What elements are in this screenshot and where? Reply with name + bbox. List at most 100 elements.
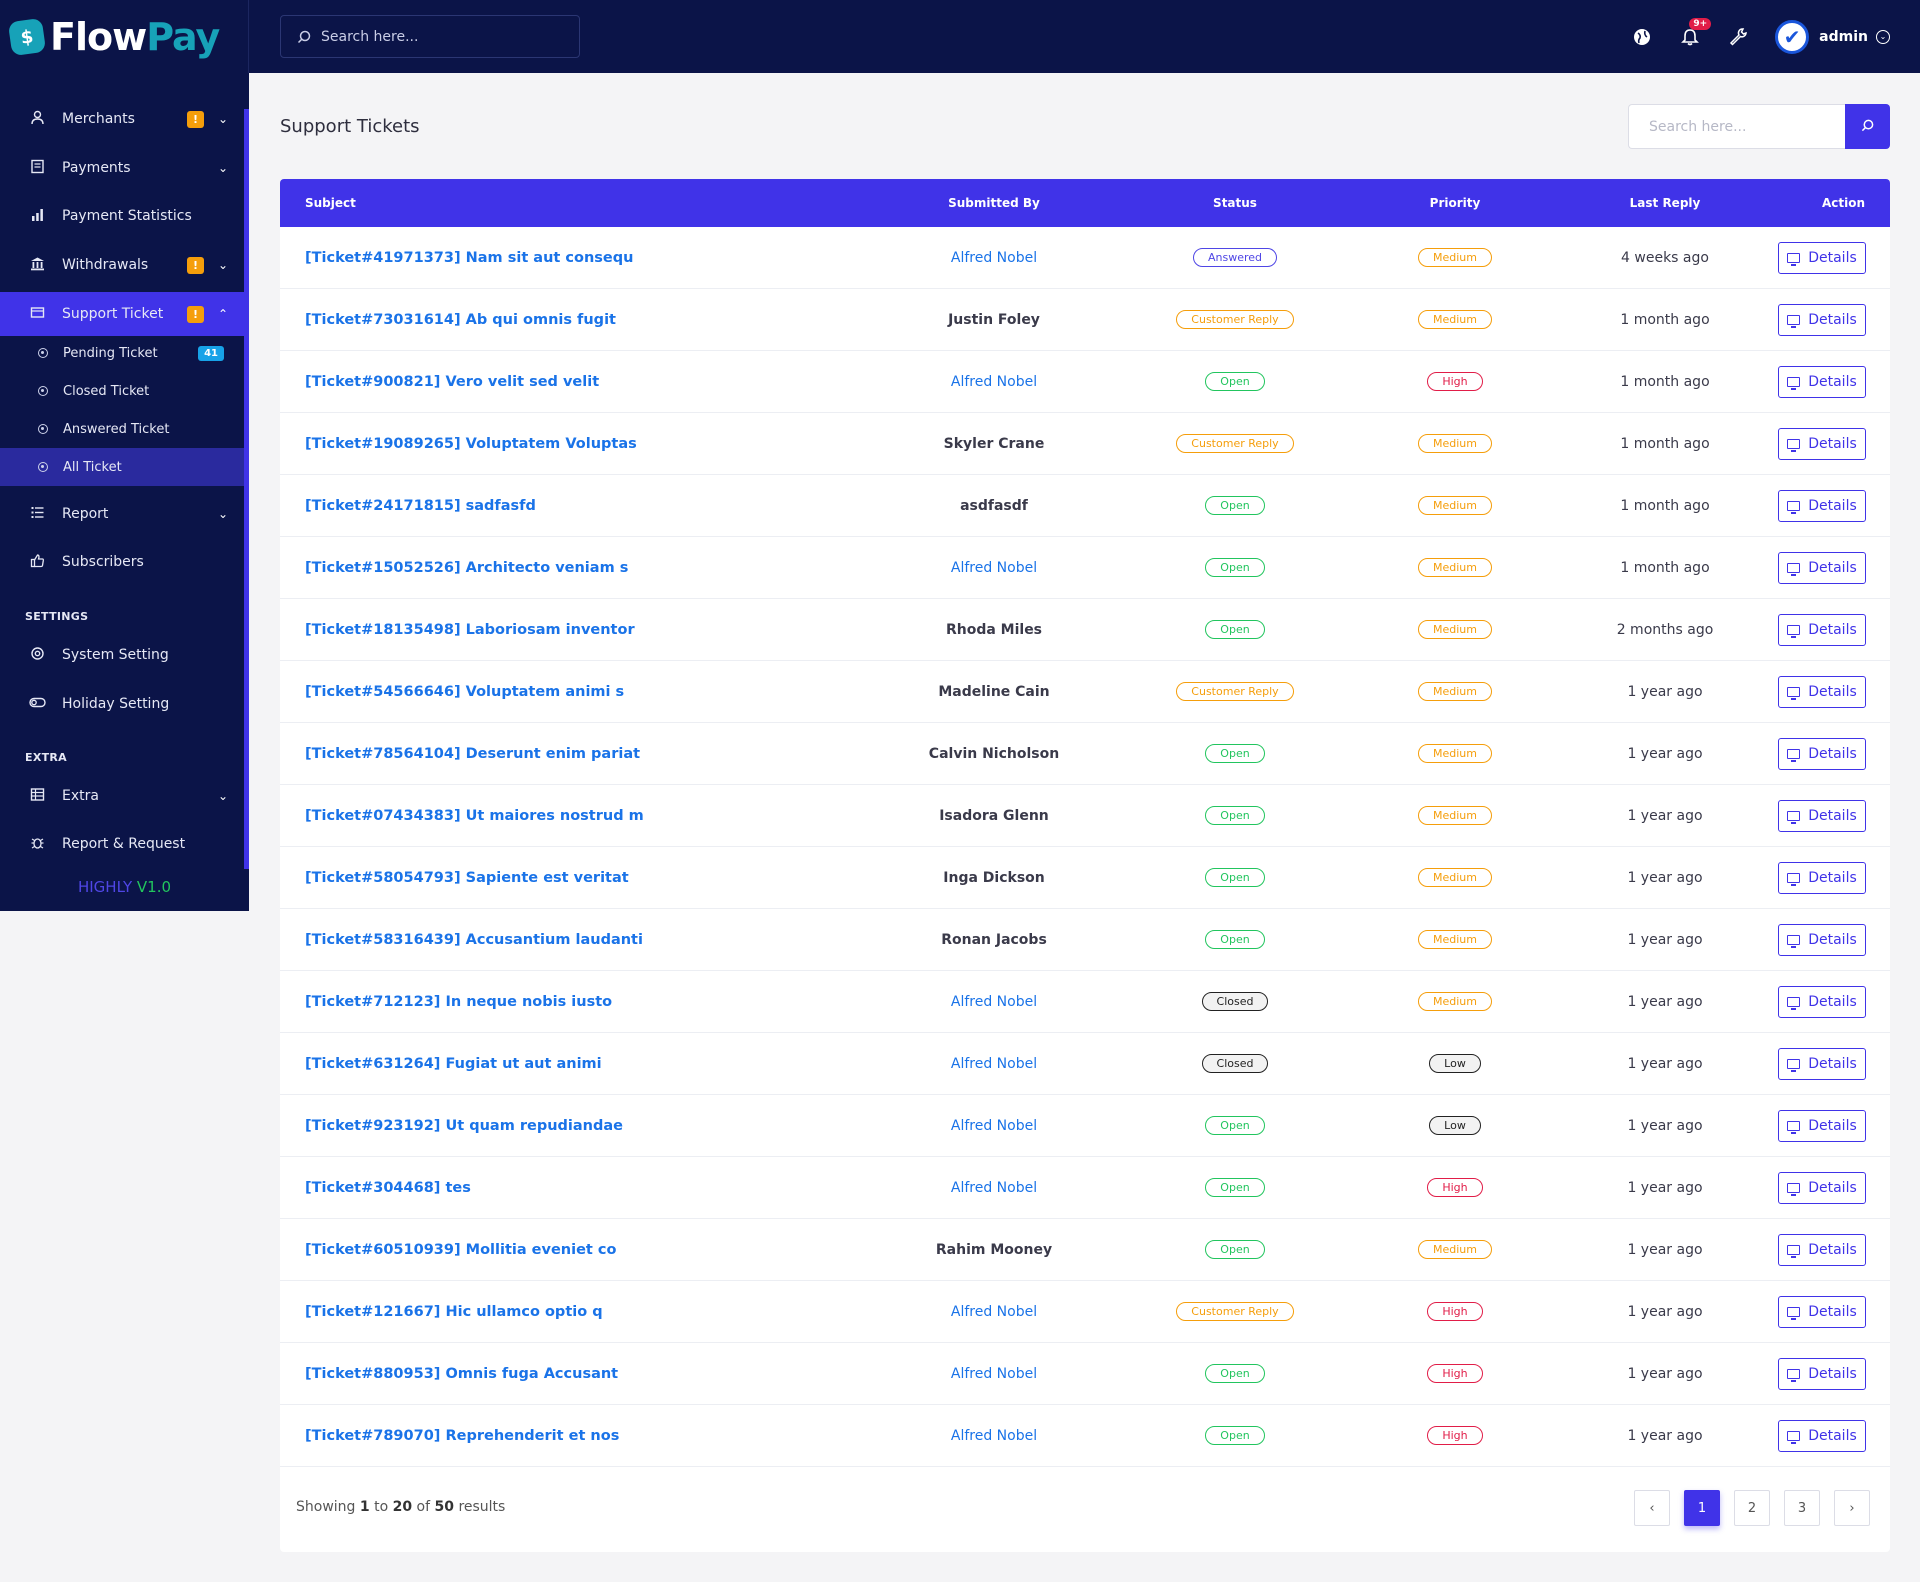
ticket-search-button[interactable] — [1845, 104, 1890, 149]
details-button[interactable]: Details — [1778, 923, 1866, 956]
pagination-prev[interactable]: ‹ — [1634, 1490, 1670, 1526]
ticket-subject-link[interactable]: [Ticket#304468] tes — [305, 1179, 471, 1196]
table-row: [Ticket#73031614] Ab qui omnis fugit Just… — [280, 289, 1890, 351]
details-button[interactable]: Details — [1778, 675, 1866, 708]
pagination-next[interactable]: › — [1834, 1490, 1870, 1526]
details-button[interactable]: Details — [1778, 737, 1866, 770]
wrench-icon[interactable] — [1727, 26, 1749, 48]
details-button[interactable]: Details — [1778, 1047, 1866, 1080]
sidebar-item-system-setting[interactable]: System Setting — [0, 633, 244, 677]
details-button[interactable]: Details — [1778, 1171, 1866, 1204]
priority-badge: Medium — [1418, 868, 1492, 887]
ticket-subject-link[interactable]: [Ticket#58054793] Sapiente est veritat — [305, 869, 629, 886]
sidebar-scrollbar[interactable] — [244, 109, 249, 869]
submitted-by[interactable]: Alfred Nobel — [950, 1117, 1038, 1134]
details-button[interactable]: Details — [1778, 1109, 1866, 1142]
ticket-subject-link[interactable]: [Ticket#78564104] Deserunt enim pariat — [305, 745, 641, 762]
last-reply: 1 year ago — [1627, 1055, 1703, 1072]
bell-icon[interactable]: 9+ — [1679, 17, 1712, 48]
monitor-icon — [1787, 1244, 1801, 1258]
details-button[interactable]: Details — [1778, 1357, 1866, 1390]
ticket-subject-link[interactable]: [Ticket#18135498] Laboriosam inventor — [305, 621, 635, 638]
details-button[interactable]: Details — [1778, 985, 1866, 1018]
pagination-page-2[interactable]: 2 — [1734, 1490, 1770, 1526]
ticket-subject-link[interactable]: [Ticket#07434383] Ut maiores nostrud m — [305, 807, 644, 824]
ticket-subject-link[interactable]: [Ticket#15052526] Architecto veniam s — [305, 559, 629, 576]
sidebar-item-withdrawals[interactable]: Withdrawals ! ⌄ — [0, 243, 244, 287]
ticket-subject-link[interactable]: [Ticket#923192] Ut quam repudiandae — [305, 1117, 624, 1134]
submitted-by[interactable]: Alfred Nobel — [950, 373, 1038, 390]
submitted-by[interactable]: Alfred Nobel — [950, 993, 1038, 1010]
monitor-icon — [1787, 872, 1801, 886]
ticket-subject-link[interactable]: [Ticket#73031614] Ab qui omnis fugit — [305, 311, 616, 328]
sidebar-item-merchants[interactable]: Merchants ! ⌄ — [0, 97, 244, 141]
ticket-subject-link[interactable]: [Ticket#58316439] Accusantium laudanti — [305, 931, 643, 948]
ticket-subject-link[interactable]: [Ticket#880953] Omnis fuga Accusant — [305, 1365, 619, 1382]
ticket-subject-link[interactable]: [Ticket#60510939] Mollitia eveniet co — [305, 1241, 617, 1258]
table-row: [Ticket#923192] Ut quam repudiandae Alfre… — [280, 1095, 1890, 1157]
submitted-by[interactable]: Alfred Nobel — [950, 1179, 1038, 1196]
sidebar-item-payment-statistics[interactable]: Payment Statistics — [0, 194, 244, 238]
globe-icon[interactable] — [1631, 26, 1653, 48]
details-button[interactable]: Details — [1778, 551, 1866, 584]
details-button[interactable]: Details — [1778, 861, 1866, 894]
chevron-down-icon[interactable]: ⌄ — [1876, 29, 1890, 44]
sidebar-subitem-label: Answered Ticket — [63, 421, 170, 437]
details-button[interactable]: Details — [1778, 427, 1866, 460]
global-search[interactable] — [280, 15, 580, 58]
sidebar-subitem-closed-ticket[interactable]: Closed Ticket — [0, 372, 244, 410]
ticket-subject-link[interactable]: [Ticket#900821] Vero velit sed velit — [305, 373, 600, 390]
submitted-by[interactable]: Alfred Nobel — [950, 559, 1038, 576]
radio-dot-icon — [38, 386, 48, 396]
ticket-subject-link[interactable]: [Ticket#712123] In neque nobis iusto — [305, 993, 613, 1010]
sidebar-subitem-all-ticket[interactable]: All Ticket — [0, 448, 244, 486]
sidebar-item-report-request[interactable]: Report & Request — [0, 822, 244, 866]
submitted-by[interactable]: Alfred Nobel — [950, 1427, 1038, 1444]
details-button[interactable]: Details — [1778, 1233, 1866, 1266]
sidebar-item-report[interactable]: Report ⌄ — [0, 492, 244, 536]
submitted-by[interactable]: Alfred Nobel — [950, 1365, 1038, 1382]
global-search-input[interactable] — [321, 28, 561, 45]
sidebar-item-payments[interactable]: Payments ⌄ — [0, 146, 244, 190]
details-button[interactable]: Details — [1778, 365, 1866, 398]
ticket-subject-link[interactable]: [Ticket#19089265] Voluptatem Voluptas — [305, 435, 637, 452]
priority-badge: Medium — [1418, 992, 1492, 1011]
details-button[interactable]: Details — [1778, 1419, 1866, 1452]
last-reply: 2 months ago — [1616, 621, 1714, 638]
ticket-subject-link[interactable]: [Ticket#789070] Reprehenderit et nos — [305, 1427, 620, 1444]
details-label: Details — [1808, 931, 1857, 948]
sidebar-subitem-pending-ticket[interactable]: Pending Ticket 41 — [0, 334, 244, 372]
brand-logo[interactable]: $ FlowPay — [0, 0, 249, 73]
ticket-subject-link[interactable]: [Ticket#41971373] Nam sit aut consequ — [305, 249, 634, 266]
sidebar-item-label: Withdrawals — [62, 257, 149, 273]
ticket-subject-link[interactable]: [Ticket#54566646] Voluptatem animi s — [305, 683, 625, 700]
submitted-by[interactable]: Alfred Nobel — [950, 249, 1038, 266]
sidebar-item-subscribers[interactable]: Subscribers — [0, 540, 244, 584]
details-button[interactable]: Details — [1778, 1295, 1866, 1328]
pagination-page-1[interactable]: 1 — [1684, 1490, 1720, 1526]
ticket-subject-link[interactable]: [Ticket#631264] Fugiat ut aut animi — [305, 1055, 602, 1072]
details-button[interactable]: Details — [1778, 303, 1866, 336]
details-button[interactable]: Details — [1778, 799, 1866, 832]
table-row: [Ticket#07434383] Ut maiores nostrud m Is… — [280, 785, 1890, 847]
sidebar-subitem-answered-ticket[interactable]: Answered Ticket — [0, 410, 244, 448]
sidebar-item-holiday-setting[interactable]: Holiday Setting — [0, 682, 244, 726]
details-button[interactable]: Details — [1778, 241, 1866, 274]
status-cell: Open — [1135, 1405, 1335, 1466]
sidebar-item-support-ticket[interactable]: Support Ticket ! ⌃ — [0, 292, 244, 336]
submitted-by[interactable]: Alfred Nobel — [950, 1303, 1038, 1320]
last-reply: 1 year ago — [1627, 869, 1703, 886]
submitted-by[interactable]: Alfred Nobel — [950, 1055, 1038, 1072]
pagination-page-3[interactable]: 3 — [1784, 1490, 1820, 1526]
details-button[interactable]: Details — [1778, 489, 1866, 522]
details-button[interactable]: Details — [1778, 613, 1866, 646]
ticket-subject-link[interactable]: [Ticket#24171815] sadfasfd — [305, 497, 536, 514]
user-name[interactable]: admin — [1819, 28, 1868, 45]
ticket-search-input[interactable] — [1628, 104, 1845, 149]
app-version: HIGHLY V1.0 — [0, 878, 249, 896]
ticket-search[interactable] — [1628, 104, 1890, 149]
sidebar-item-extra[interactable]: Extra ⌄ — [0, 774, 244, 818]
avatar[interactable]: ✔ — [1775, 19, 1810, 54]
ticket-subject-link[interactable]: [Ticket#121667] Hic ullamco optio q — [305, 1303, 603, 1320]
status-badge: Open — [1205, 372, 1265, 391]
